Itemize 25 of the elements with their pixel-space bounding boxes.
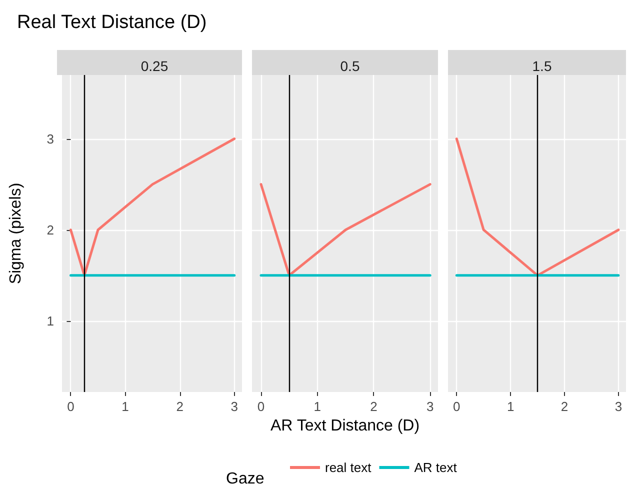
chart-title: Real Text Distance (D) (17, 12, 207, 33)
legend-label: real text (325, 460, 372, 475)
x-tick-label: 3 (614, 399, 622, 414)
chart-subtitle: 0.5 (340, 58, 360, 74)
x-tick-label: 0 (67, 399, 74, 414)
x-tick-label: 3 (230, 399, 238, 414)
x-tick-label: 2 (560, 399, 568, 414)
y-tick-label: 1 (46, 313, 54, 328)
legend-label: AR text (414, 460, 458, 475)
y-axis-title: Sigma (pixels) (8, 182, 24, 284)
chart-subtitle: 1.5 (532, 58, 552, 74)
x-tick-label: 1 (122, 399, 129, 414)
x-tick-label: 2 (370, 399, 378, 414)
x-tick-label: 1 (314, 399, 321, 414)
x-tick-label: 3 (426, 399, 434, 414)
x-axis-title: AR Text Distance (D) (270, 418, 420, 434)
x-tick-label: 0 (453, 399, 460, 414)
x-tick-label: 1 (506, 399, 514, 414)
chart-subtitle: 0.25 (140, 58, 168, 74)
y-tick-label: 2 (46, 222, 54, 238)
y-tick-label: 3 (46, 131, 54, 146)
x-tick-label: 2 (176, 399, 184, 414)
x-tick-label: 0 (257, 399, 265, 414)
legend-title: Gaze (226, 470, 264, 487)
line-series (69, 138, 236, 277)
